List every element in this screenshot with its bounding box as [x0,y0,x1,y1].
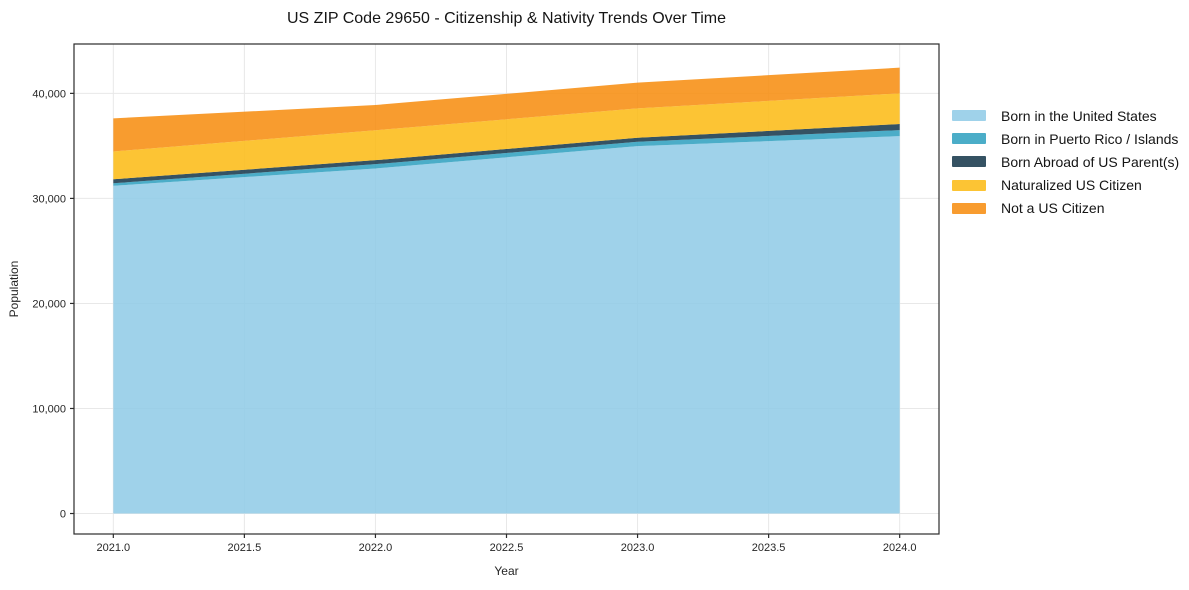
legend-label: Born in Puerto Rico / Islands [1001,130,1179,147]
svg-text:2022.5: 2022.5 [490,542,524,554]
legend-label: Naturalized US Citizen [1001,177,1142,194]
legend-swatch-not-citizen [952,202,986,214]
legend-label: Not a US Citizen [1001,200,1105,217]
svg-text:2024.0: 2024.0 [883,542,917,554]
svg-text:40,000: 40,000 [32,88,66,100]
svg-text:30,000: 30,000 [32,193,66,205]
legend-swatch-born-us [952,110,986,122]
svg-text:2021.5: 2021.5 [228,542,262,554]
svg-text:0: 0 [60,509,66,521]
svg-text:20,000: 20,000 [32,298,66,310]
legend-swatch-born-abroad [952,156,986,168]
svg-text:2023.0: 2023.0 [621,542,655,554]
x-axis-label: Year [494,564,519,578]
legend-item: Born Abroad of US Parent(s) [952,150,1179,173]
legend: Born in the United States Born in Puerto… [952,104,1179,220]
svg-text:2022.0: 2022.0 [359,542,393,554]
svg-text:2023.5: 2023.5 [752,542,786,554]
legend-swatch-puerto-rico [952,133,986,145]
legend-label: Born in the United States [1001,107,1157,124]
svg-text:10,000: 10,000 [32,403,66,415]
legend-swatch-naturalized [952,179,986,191]
legend-item: Naturalized US Citizen [952,174,1179,197]
y-axis-label: Population [7,260,21,318]
legend-item: Born in Puerto Rico / Islands [952,127,1179,150]
chart-title: US ZIP Code 29650 - Citizenship & Nativi… [287,10,726,27]
legend-item: Not a US Citizen [952,197,1179,220]
legend-label: Born Abroad of US Parent(s) [1001,153,1180,170]
legend-item: Born in the United States [952,104,1179,127]
svg-text:2021.0: 2021.0 [96,542,130,554]
